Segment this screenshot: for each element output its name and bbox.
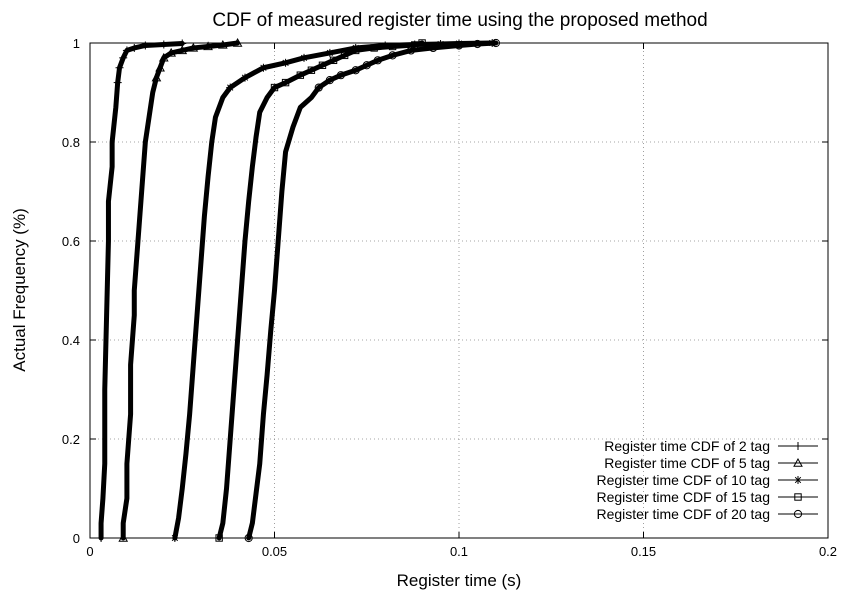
marker-triangle [188,42,199,52]
marker-star [170,534,179,542]
series-5 [244,38,500,543]
series-markers [97,39,187,542]
marker-star [240,73,249,82]
legend-label: Register time CDF of 10 tag [596,472,770,488]
legend-item: Register time CDF of 10 tag [596,472,818,488]
x-tick-label: 0 [86,544,93,559]
legend-label: Register time CDF of 15 tag [596,489,770,505]
marker-plus [794,442,802,450]
marker-circle [429,43,438,53]
marker-star [281,58,290,67]
marker-circle [406,46,416,55]
marker-square [794,493,802,501]
marker-square [281,78,290,87]
marker-triangle [217,39,228,49]
marker-triangle [155,62,165,72]
marker-circle [454,41,464,50]
marker-plus [97,534,106,542]
marker-square [329,56,338,65]
marker-circle [373,56,382,65]
y-axis-label: Actual Frequency (%) [10,208,29,371]
marker-triangle [158,52,169,62]
series-1 [97,39,187,542]
legend-item: Register time CDF of 15 tag [596,489,818,505]
axis-ticks: 0 0.05 0.1 0.15 0.2 0 0.2 0.4 0.6 0.8 1 [62,36,837,559]
marker-triangle [118,532,129,542]
chart-title: CDF of measured register time using the … [212,10,707,31]
marker-square [307,66,316,74]
x-tick-label: 0.1 [450,544,468,559]
x-axis-label: Register time (s) [397,571,522,590]
y-tick-label: 1 [73,36,80,51]
series-markers [244,38,500,543]
series-4 [215,39,426,542]
y-tick-label: 0.6 [62,234,80,249]
marker-circle [491,38,500,48]
marker-square [370,44,378,52]
series-2 [118,37,243,542]
marker-square [270,83,279,92]
marker-circle [473,39,482,49]
legend-label: Register time CDF of 5 tag [604,455,770,471]
series-markers [215,39,426,542]
marker-plus [119,53,128,62]
marker-circle [388,51,397,60]
marker-circle [336,71,346,80]
marker-triangle [793,457,803,467]
x-tick-label: 0.15 [631,544,656,559]
marker-square [318,61,327,69]
marker-plus [130,43,139,52]
marker-plus [159,40,168,49]
series-group [97,37,500,543]
marker-star [325,48,334,57]
grid [90,43,828,538]
y-tick-label: 0.2 [62,432,80,447]
marker-triangle [203,41,213,51]
marker-plus [122,46,131,55]
legend-label: Register time CDF of 2 tag [604,438,770,454]
marker-circle [244,533,253,543]
series-markers [118,37,243,542]
marker-square [296,71,305,79]
marker-circle [325,76,334,85]
x-tick-label: 0.05 [262,544,287,559]
legend-item: Register time CDF of 20 tag [596,506,818,522]
marker-square [215,534,223,542]
marker-circle [793,509,803,519]
marker-square [340,51,349,60]
series-line [216,40,425,541]
x-tick-label: 0.2 [819,544,837,559]
series-line [120,40,241,541]
marker-plus [141,41,150,50]
marker-star [259,63,268,72]
y-tick-label: 0 [73,531,80,546]
marker-plus [115,63,124,72]
marker-star [300,53,309,62]
marker-star [226,83,235,92]
legend-item: Register time CDF of 5 tag [604,455,818,471]
marker-square [418,39,426,47]
marker-square [351,46,360,55]
marker-star [794,476,802,484]
marker-plus [113,78,122,87]
marker-circle [351,66,360,75]
marker-triangle [232,37,243,47]
legend-item: Register time CDF of 2 tag [604,438,818,454]
marker-triangle [166,47,177,57]
y-tick-label: 0.8 [62,135,80,150]
y-tick-label: 0.4 [62,333,80,348]
marker-square [388,42,397,51]
marker-triangle [151,72,162,82]
marker-circle [362,61,371,70]
marker-circle [314,83,323,92]
legend-label: Register time CDF of 20 tag [596,506,770,522]
marker-triangle [177,45,188,55]
